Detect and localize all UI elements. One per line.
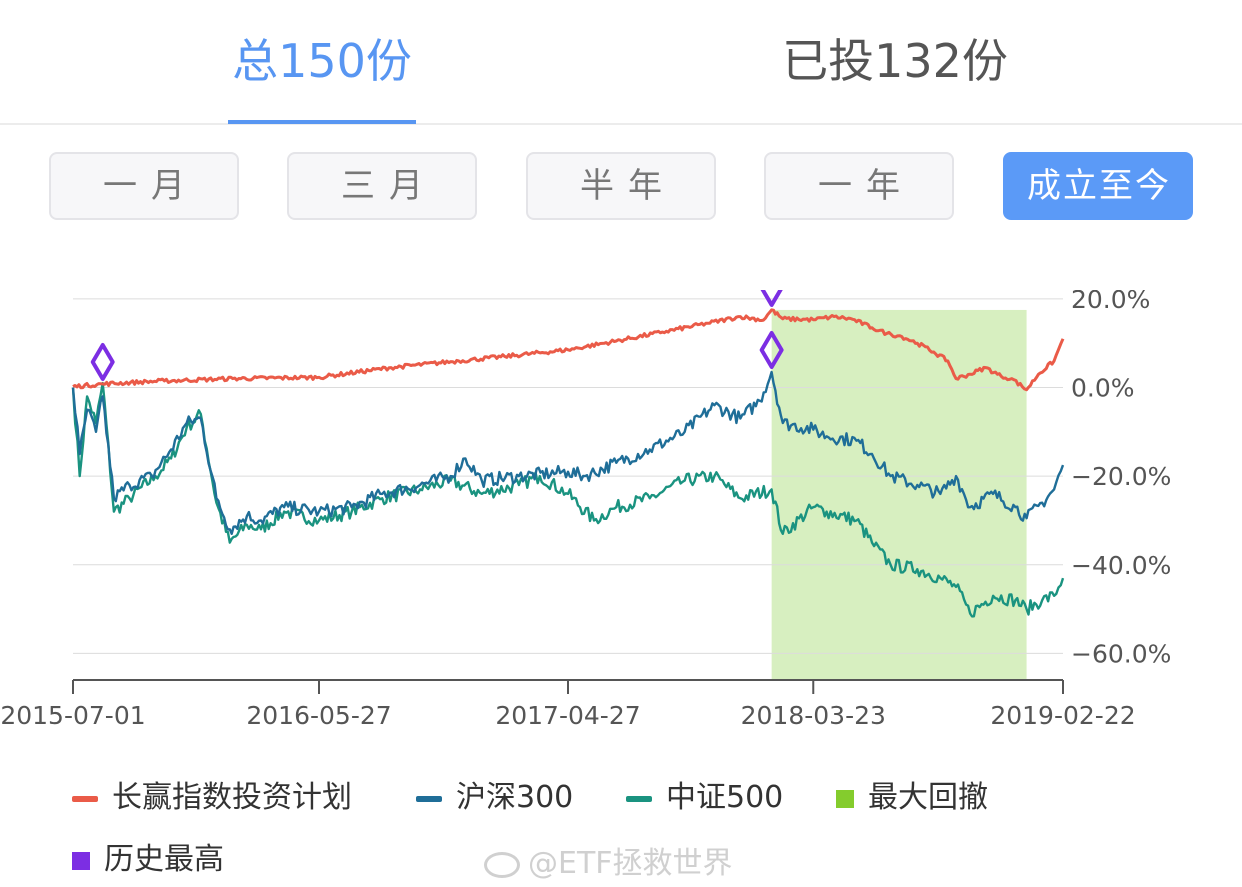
legend-label-plan: 长赢指数投资计划 bbox=[112, 780, 352, 815]
tab-total-shares[interactable]: 总150份 bbox=[232, 34, 412, 88]
legend-label-drawdown: 最大回撤 bbox=[868, 780, 988, 815]
peak-marker bbox=[760, 290, 783, 307]
legend-swatch-plan bbox=[72, 795, 98, 802]
range-selector: 一月 三月 半年 一年 成立至今 bbox=[0, 150, 1242, 224]
watermark: @ETF拯救世界 bbox=[484, 838, 733, 882]
y-tick-label: 0.0% bbox=[1071, 374, 1135, 403]
legend-label-hs300: 沪深300 bbox=[456, 780, 574, 815]
series-line-2 bbox=[71, 381, 1065, 618]
legend-swatch-zz500 bbox=[626, 795, 652, 802]
legend-swatch-peak bbox=[72, 851, 90, 870]
peak-marker bbox=[90, 342, 115, 381]
watermark-text: @ETF拯救世界 bbox=[528, 846, 733, 881]
legend-label-peak: 历史最高 bbox=[104, 842, 224, 877]
legend-swatch-drawdown bbox=[836, 789, 854, 808]
x-tick-label: 2016-05-27 bbox=[246, 701, 391, 730]
share-tabs: 总150份 已投132份 bbox=[0, 0, 1242, 125]
range-button-1y[interactable]: 一年 bbox=[764, 152, 954, 220]
x-tick-label: 2017-04-27 bbox=[495, 701, 640, 730]
series-line-0 bbox=[72, 308, 1065, 392]
drawdown-region bbox=[771, 309, 1027, 680]
range-button-since-inception[interactable]: 成立至今 bbox=[1003, 152, 1193, 220]
x-tick-label: 2018-03-23 bbox=[741, 701, 886, 730]
range-button-3m[interactable]: 三月 bbox=[287, 152, 477, 220]
legend-item-hs300[interactable]: 沪深300 bbox=[416, 778, 573, 818]
peak-marker bbox=[759, 330, 784, 369]
legend-item-drawdown[interactable]: 最大回撤 bbox=[836, 778, 988, 818]
weibo-icon bbox=[484, 851, 520, 878]
legend-swatch-hs300 bbox=[416, 795, 442, 802]
y-tick-label: −60.0% bbox=[1071, 639, 1171, 668]
legend-item-peak[interactable]: 历史最高 bbox=[72, 840, 224, 880]
legend-item-zz500[interactable]: 中证500 bbox=[626, 778, 783, 818]
y-tick-label: −20.0% bbox=[1071, 462, 1171, 491]
series-line-1 bbox=[71, 370, 1065, 535]
legend-label-zz500: 中证500 bbox=[666, 780, 784, 815]
range-button-6m[interactable]: 半年 bbox=[526, 152, 716, 220]
chart-legend: 长赢指数投资计划 沪深300 中证500 最大回撤 历史最高 bbox=[0, 770, 1242, 887]
legend-item-plan[interactable]: 长赢指数投资计划 bbox=[72, 778, 352, 818]
tab-invested-shares[interactable]: 已投132份 bbox=[782, 34, 1008, 88]
y-tick-label: −40.0% bbox=[1071, 551, 1171, 580]
range-button-1m[interactable]: 一月 bbox=[49, 152, 239, 220]
performance-chart: 20.0% 0.0% −20.0% −40.0% −60.0% 2015-07-01 201… bbox=[0, 290, 1171, 730]
y-tick-label: 20.0% bbox=[1071, 290, 1150, 314]
x-tick-label: 2015-07-01 bbox=[0, 701, 145, 730]
x-tick-label: 2019-02-22 bbox=[990, 701, 1135, 730]
active-tab-indicator bbox=[228, 120, 416, 124]
